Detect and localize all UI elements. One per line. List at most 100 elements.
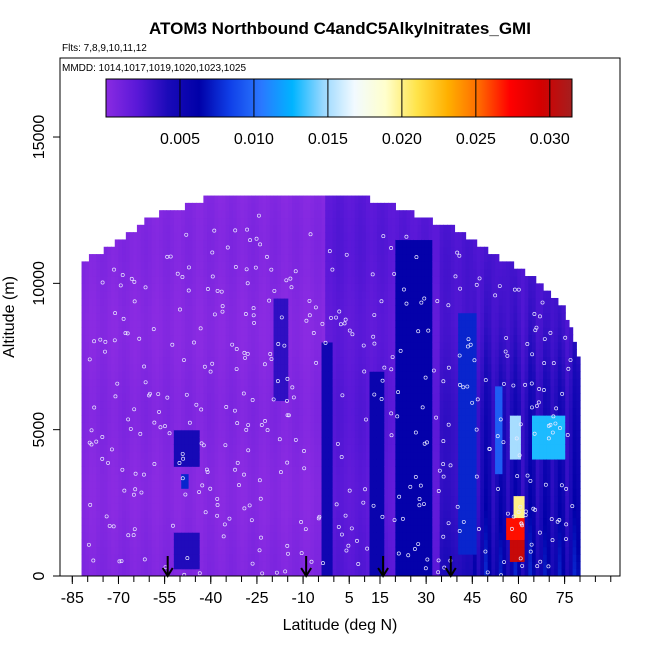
heatmap-cell xyxy=(325,488,330,497)
heatmap-cell xyxy=(295,436,300,445)
heatmap-cell xyxy=(354,334,360,343)
heatmap-cell xyxy=(314,407,319,416)
heatmap-cell xyxy=(244,327,249,336)
heatmap-cell xyxy=(88,524,94,533)
heatmap-cell xyxy=(199,539,204,548)
heatmap-cell xyxy=(417,415,422,423)
heatmap-cell xyxy=(277,517,282,526)
heatmap-cell xyxy=(406,246,411,255)
heatmap-cell xyxy=(358,451,363,460)
heatmap-cell xyxy=(247,444,252,453)
heatmap-cell xyxy=(181,400,186,409)
heatmap-cell xyxy=(273,466,278,475)
heatmap-cell xyxy=(232,488,238,497)
heatmap-cell xyxy=(303,451,308,460)
heatmap-cell xyxy=(406,297,411,306)
heatmap-cell xyxy=(151,524,156,533)
heatmap-cell xyxy=(166,495,171,504)
heatmap-cell xyxy=(236,363,241,372)
heatmap-cell xyxy=(288,532,293,541)
heatmap-cell xyxy=(395,502,400,511)
heatmap-cell xyxy=(118,524,123,533)
heatmap-cell xyxy=(395,239,400,248)
heatmap-cell xyxy=(362,510,367,519)
heatmap-cell xyxy=(85,327,90,336)
heatmap-cell xyxy=(325,210,330,219)
heatmap-cell xyxy=(159,349,164,358)
heatmap-cell xyxy=(388,312,393,321)
heatmap-cell xyxy=(321,451,326,460)
heatmap-cell xyxy=(170,312,175,321)
heatmap-cell xyxy=(284,517,289,526)
heatmap-cell xyxy=(122,290,127,299)
heatmap-cell xyxy=(88,297,94,306)
heatmap-cell xyxy=(266,371,271,380)
heatmap-cell xyxy=(255,254,260,262)
heatmap-cell xyxy=(380,268,385,277)
heatmap-cell xyxy=(317,305,323,314)
heatmap-cell xyxy=(351,385,356,394)
heatmap-cell xyxy=(103,480,108,489)
heatmap-cell xyxy=(310,458,315,467)
heatmap-cell xyxy=(125,378,131,387)
heatmap-cell xyxy=(255,276,260,284)
heatmap-cell xyxy=(148,480,153,489)
heatmap-cell xyxy=(266,510,271,519)
heatmap-cell xyxy=(192,319,197,328)
heatmap-cell xyxy=(443,349,448,358)
heatmap-cell xyxy=(96,415,101,423)
heatmap-cell xyxy=(184,495,190,504)
heatmap-cell xyxy=(221,510,227,519)
heatmap-cell xyxy=(88,554,94,562)
heatmap-cell xyxy=(343,378,348,387)
heatmap-cell xyxy=(218,246,223,255)
heatmap-cell xyxy=(162,341,168,350)
heatmap-cell xyxy=(354,305,360,314)
heatmap-cell xyxy=(391,202,396,211)
heatmap-cell xyxy=(432,371,437,380)
heatmap-cell xyxy=(148,305,153,314)
heatmap-cell xyxy=(295,466,300,475)
heatmap-cell xyxy=(402,488,408,497)
heatmap-cell xyxy=(88,561,94,570)
heatmap-cell xyxy=(92,385,97,394)
heatmap-cell xyxy=(395,261,400,270)
heatmap-cell xyxy=(317,561,323,570)
heatmap-cell xyxy=(351,480,356,489)
heatmap-cell xyxy=(365,524,371,533)
heatmap-cell xyxy=(155,363,160,372)
heatmap-cell xyxy=(229,451,234,460)
flights-subtitle: Flts: 7,8,9,10,11,12 xyxy=(62,43,147,54)
heatmap-cell xyxy=(96,488,101,497)
heatmap-cell xyxy=(162,466,168,475)
heatmap-cell xyxy=(351,451,356,460)
heatmap-cell xyxy=(321,276,326,284)
heatmap-cell xyxy=(177,436,182,445)
heatmap-cell xyxy=(148,327,153,336)
heatmap-cell xyxy=(336,393,341,402)
heatmap-cell xyxy=(122,415,127,423)
heatmap-cell xyxy=(284,239,289,248)
heatmap-cell xyxy=(81,393,86,402)
heatmap-cell xyxy=(192,217,197,226)
heatmap-cell xyxy=(199,217,204,226)
heatmap-cell xyxy=(144,327,149,336)
heatmap-cell xyxy=(303,202,308,211)
heatmap-cell xyxy=(247,458,252,467)
heatmap-cell xyxy=(144,371,149,380)
heatmap-cell xyxy=(136,444,142,453)
heatmap-cell xyxy=(221,349,227,358)
heatmap-cell xyxy=(214,261,219,270)
heatmap-cell xyxy=(280,466,286,475)
heatmap-cell xyxy=(266,195,271,204)
heatmap-cell xyxy=(125,466,131,475)
heatmap-cell xyxy=(232,341,238,350)
heatmap-cell xyxy=(306,495,312,504)
heatmap-cell xyxy=(129,283,134,292)
heatmap-cell xyxy=(229,268,234,277)
heatmap-cell xyxy=(148,444,153,453)
heatmap-cell xyxy=(247,466,252,475)
heatmap-cell xyxy=(421,436,426,445)
heatmap-cell xyxy=(103,400,108,409)
heatmap-cell xyxy=(343,451,348,460)
